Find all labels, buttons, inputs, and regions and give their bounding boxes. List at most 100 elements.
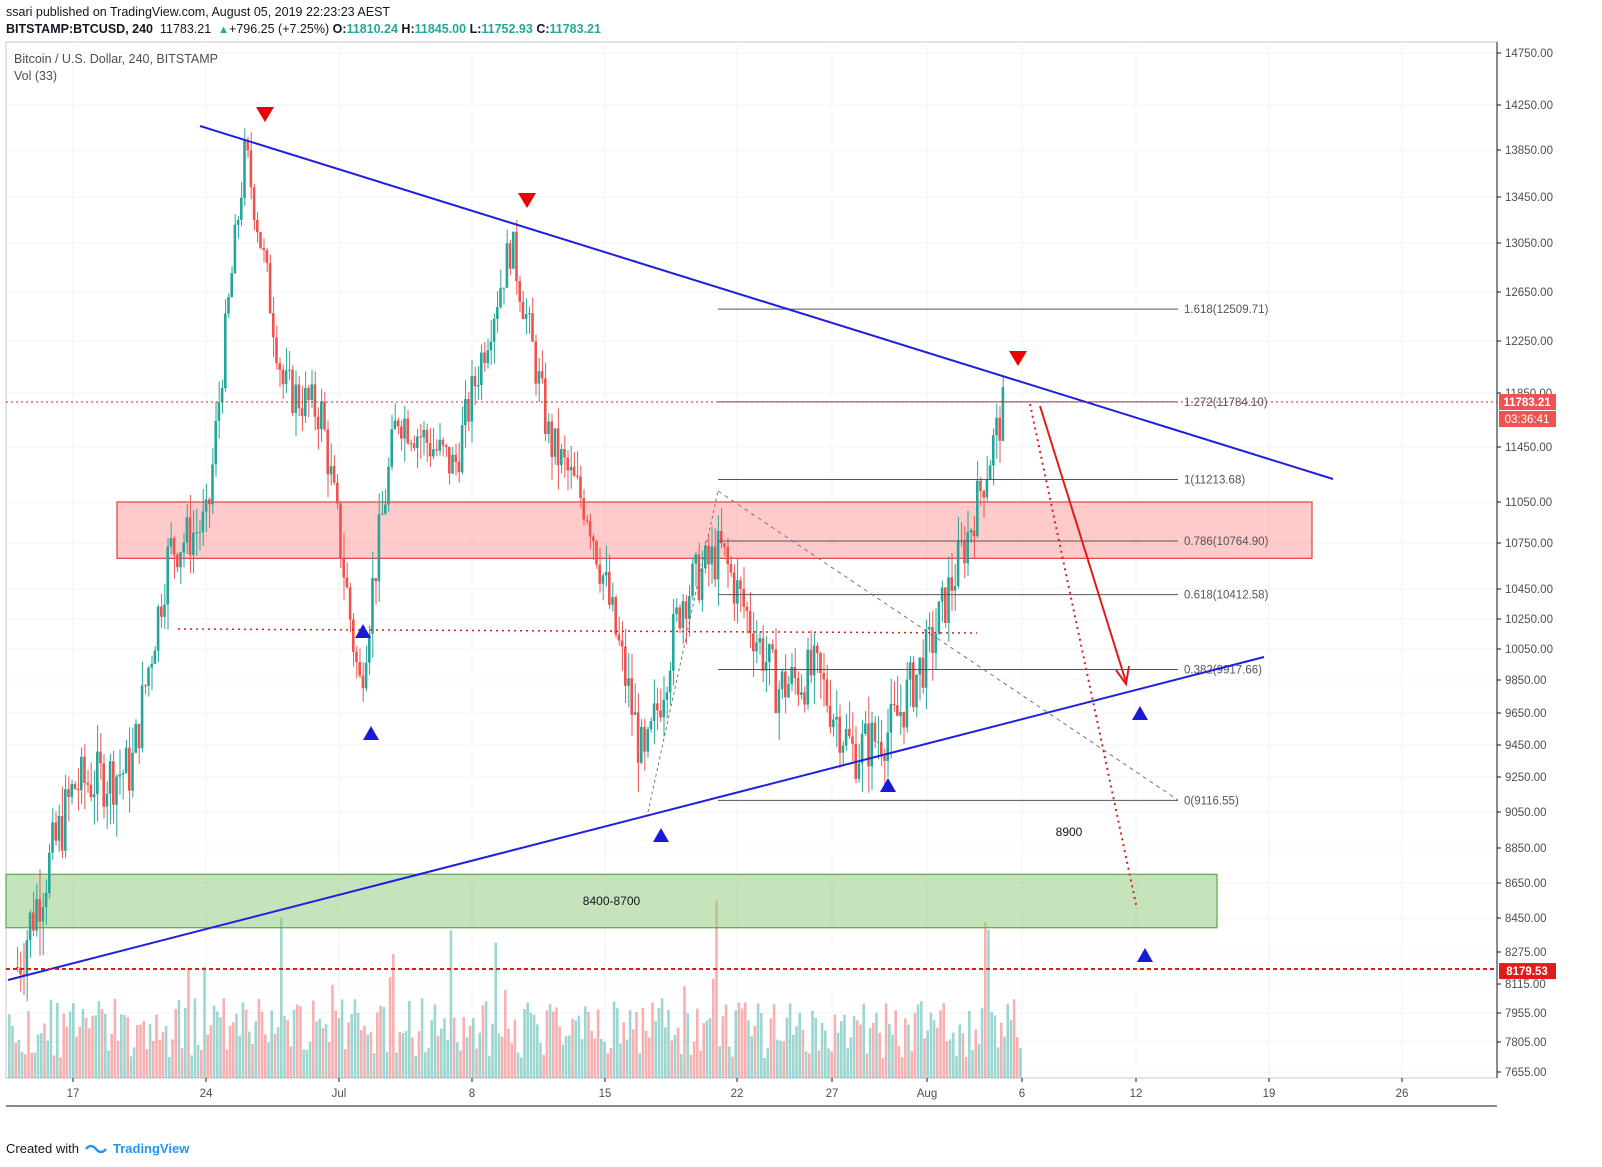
price-tick-label: 10250.00 — [1505, 614, 1553, 626]
volume-bar — [705, 1020, 709, 1078]
candle-body — [150, 663, 153, 668]
candle-body — [412, 443, 416, 449]
volume-bar — [417, 1031, 421, 1078]
candle-body — [275, 337, 278, 364]
candle-body — [515, 231, 518, 282]
price-tick-label: 10750.00 — [1505, 538, 1553, 550]
volume-bar — [385, 1051, 389, 1078]
candle-body — [368, 633, 371, 663]
price-tick-label: 8450.00 — [1505, 913, 1547, 925]
candle-body — [716, 531, 720, 580]
volume-bar — [270, 1010, 273, 1078]
tradingview-brand[interactable]: TradingView — [112, 1141, 190, 1156]
price-tick-label: 12650.00 — [1505, 287, 1553, 299]
volume-bar — [817, 1050, 821, 1078]
candle-body — [153, 650, 157, 664]
ascending-trendline — [7, 656, 1265, 981]
volume-bar — [504, 990, 507, 1078]
price-label-text: 8179.53 — [1506, 966, 1548, 978]
volume-bar — [785, 1017, 789, 1078]
candle-body — [604, 571, 608, 576]
candle-body — [364, 662, 368, 689]
candle-body — [124, 747, 128, 774]
candle-body — [572, 466, 576, 476]
candle-body — [416, 436, 419, 449]
volume-bar — [20, 1051, 24, 1078]
candle-body — [201, 511, 205, 533]
volume-bar — [443, 1018, 446, 1078]
volume-bar — [804, 1051, 808, 1078]
volume-bar — [907, 1024, 910, 1078]
candle-body — [992, 435, 995, 466]
candle-body — [528, 313, 531, 315]
candle-body — [585, 519, 589, 521]
volume-bar — [155, 1014, 158, 1078]
time-axis: 17 24 Jul 8 15 22 27 Aug 6 12 19 26 — [6, 1078, 1497, 1107]
volume-bar — [859, 1024, 862, 1078]
candle-body — [233, 224, 237, 274]
volume-bar — [206, 1034, 209, 1078]
volume-bar — [283, 1015, 286, 1078]
candle-body — [803, 692, 806, 705]
candle-body — [710, 546, 713, 565]
volume-bar — [651, 1002, 654, 1078]
candle-body — [694, 554, 697, 564]
candle-body — [291, 369, 294, 413]
volume-bar — [987, 929, 990, 1078]
candle-body — [163, 604, 166, 617]
candle-body — [793, 666, 797, 679]
volume-bar — [334, 1010, 337, 1078]
volume-bar — [312, 1000, 315, 1078]
candle-body — [374, 578, 377, 582]
buy-marker-icon — [653, 828, 669, 842]
candle-body — [892, 703, 896, 706]
candle-body — [444, 445, 448, 447]
volume-bar — [433, 1004, 437, 1078]
candle-body — [185, 517, 189, 543]
volume-bar — [676, 1027, 680, 1078]
candle-body — [950, 577, 953, 591]
candle-body — [979, 480, 982, 492]
candle-body — [809, 649, 813, 676]
candle-body — [998, 417, 1001, 441]
candle-body — [176, 554, 179, 568]
volume-bar — [526, 1002, 529, 1078]
zones: 8400-8700 — [5, 501, 1313, 929]
time-tick-label: 17 — [67, 1088, 80, 1100]
volume-bar — [254, 1021, 257, 1078]
price-label-box — [1499, 963, 1556, 980]
volume-bar — [792, 1034, 795, 1078]
candle-body — [956, 540, 960, 587]
volume-bar — [568, 1035, 571, 1078]
price-tick-label: 8850.00 — [1505, 843, 1547, 855]
candle-body — [384, 504, 387, 514]
volume-bar — [1009, 1019, 1013, 1078]
volume-bar — [718, 1046, 721, 1078]
candle-body — [147, 667, 150, 687]
volume-bar — [590, 1030, 593, 1078]
candle-body — [348, 587, 352, 620]
volume-bar — [500, 1036, 504, 1078]
low-value: 11752.93 — [481, 22, 533, 36]
candle-body — [870, 722, 873, 767]
tradingview-logo-icon — [85, 1144, 107, 1153]
candle-body — [140, 685, 144, 749]
candle-body — [457, 461, 461, 473]
candle-body — [73, 784, 77, 789]
candle-body — [358, 662, 361, 676]
volume-bar — [993, 1015, 997, 1078]
price-tick-label: 11050.00 — [1505, 497, 1552, 509]
time-tick-label: 27 — [826, 1088, 839, 1100]
volume-bar — [868, 1028, 872, 1078]
volume-bar — [891, 1034, 894, 1078]
sell-marker-icon — [1009, 351, 1027, 366]
candle-body — [387, 466, 390, 505]
price-axis: 14750.00 14250.00 13850.00 13450.00 13050.00… — [1496, 42, 1556, 1079]
volume-bar — [632, 1029, 635, 1078]
candle-body — [35, 898, 38, 931]
candle-body — [531, 313, 534, 342]
candle-body — [192, 532, 195, 555]
candle-body — [214, 421, 217, 465]
candle-body — [876, 741, 880, 743]
